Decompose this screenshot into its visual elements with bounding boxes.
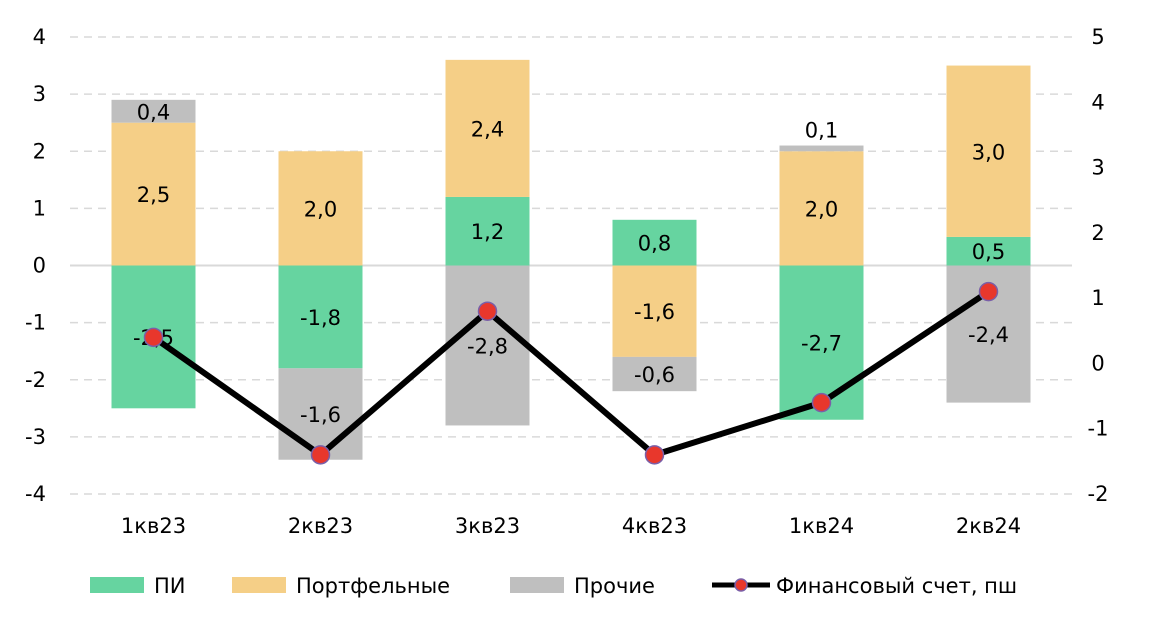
- data-label: -1,6: [634, 300, 675, 324]
- right-tick-label: 3: [1091, 156, 1104, 180]
- bar-segment: [445, 265, 530, 426]
- legend-label: Портфельные: [296, 574, 450, 598]
- data-label: 2,5: [137, 183, 170, 207]
- right-tick-label: -2: [1088, 482, 1109, 506]
- legend: ПИ Портфельные Прочие Финансовый счет, пш: [90, 574, 1017, 598]
- bar-segment: [111, 122, 196, 266]
- bar-segment: [779, 145, 864, 152]
- bar-segment: [946, 65, 1031, 237]
- left-tick-label: 3: [33, 82, 46, 106]
- bar-segment: [946, 236, 1031, 266]
- line-marker: [811, 392, 832, 413]
- data-label: 3,0: [972, 140, 1005, 164]
- gridlines: [70, 36, 1072, 495]
- data-label: 2,0: [805, 197, 838, 221]
- bar-segment: [612, 356, 697, 392]
- left-tick-label: 4: [33, 25, 46, 49]
- data-label: -2,8: [467, 334, 508, 358]
- bar-segment: [278, 151, 363, 266]
- bar-segment: [779, 151, 864, 266]
- data-label: -2,7: [801, 332, 842, 356]
- left-tick-label: -4: [25, 482, 46, 506]
- left-tick-label: -2: [25, 368, 46, 392]
- right-tick-label: 1: [1091, 286, 1104, 310]
- bars: [111, 59, 1031, 460]
- left-tick-label: 1: [33, 196, 46, 220]
- category-label: 2кв24: [956, 514, 1021, 538]
- right-tick-label: 0: [1091, 351, 1104, 375]
- bar-segment: [612, 265, 697, 357]
- category-label: 3кв23: [455, 514, 520, 538]
- category-label: 1кв23: [121, 514, 186, 538]
- left-tick-label: 0: [33, 254, 46, 278]
- data-label: -1,8: [300, 306, 341, 330]
- left-tick-label: -1: [25, 311, 46, 335]
- data-label: 2,4: [471, 117, 504, 141]
- line-marker: [143, 327, 164, 348]
- data-label: -1,6: [300, 403, 341, 427]
- right-tick-label: -1: [1088, 417, 1109, 441]
- line-path: [151, 289, 991, 458]
- bar-segment: [445, 59, 530, 197]
- bar-segment: [445, 196, 530, 266]
- legend-label: Финансовый счет, пш: [776, 574, 1017, 598]
- line-marker: [644, 445, 665, 465]
- legend-label: ПИ: [154, 574, 186, 598]
- bar-segment: [278, 265, 363, 369]
- category-label: 1кв24: [789, 514, 854, 538]
- data-label: 1,2: [471, 220, 504, 244]
- legend-swatch: [90, 577, 144, 593]
- axes: -4 -3 -2 -1 0 1 2 3 4 -2 -1 0 1 2 3 4 5 1кв23 2кв23 3кв23 4к…: [25, 25, 1108, 538]
- data-label: 0,1: [805, 119, 838, 143]
- data-label: -2,4: [968, 323, 1009, 347]
- left-tick-label: 2: [33, 139, 46, 163]
- line-marker: [310, 445, 331, 465]
- line-marker: [978, 281, 999, 302]
- data-label: 0,5: [972, 240, 1005, 264]
- legend-swatch: [510, 577, 564, 593]
- data-label: 2,0: [304, 197, 337, 221]
- line-marker: [477, 301, 498, 321]
- right-tick-label: 5: [1091, 25, 1104, 49]
- bar-segment: [278, 368, 363, 460]
- legend-label: Прочие: [574, 574, 655, 598]
- data-label: 0,8: [638, 232, 671, 256]
- category-label: 2кв23: [288, 514, 353, 538]
- right-tick-label: 2: [1091, 221, 1104, 245]
- bar-segment: [612, 219, 697, 266]
- category-label: 4кв23: [622, 514, 687, 538]
- legend-marker-icon: [734, 578, 748, 592]
- left-tick-label: -3: [25, 425, 46, 449]
- data-label: -0,6: [634, 363, 675, 387]
- right-tick-label: 4: [1091, 90, 1104, 114]
- bar-segment: [111, 99, 196, 123]
- legend-swatch: [232, 577, 286, 593]
- data-label: 0,4: [137, 100, 170, 124]
- line-series: [143, 281, 999, 465]
- data-labels: -2,52,50,4-1,82,0-1,61,22,4-2,80,8-1,6-0…: [133, 100, 1009, 427]
